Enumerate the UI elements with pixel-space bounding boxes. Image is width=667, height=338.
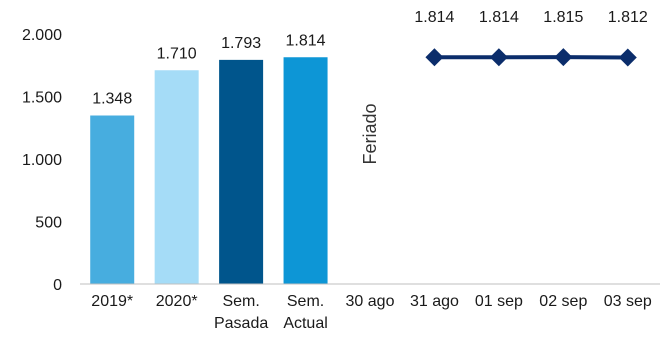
x-tick-label: Actual bbox=[283, 315, 327, 332]
line-data-labels: 1.814 1.814 1.815 1.812 bbox=[414, 9, 647, 26]
x-tick-label: Sem. bbox=[222, 293, 259, 310]
bar-data-label: 1.348 bbox=[92, 91, 132, 108]
line-point-marker bbox=[554, 48, 573, 67]
annotations: Feriado bbox=[360, 103, 380, 164]
line-data-label: 1.814 bbox=[479, 9, 519, 26]
bar-data-label: 1.793 bbox=[221, 35, 261, 52]
annotation-label: Feriado bbox=[360, 103, 380, 164]
line-point-marker bbox=[425, 48, 444, 67]
x-axis-ticks: 2019* 2020* Sem. Pasada Sem. Actual 30 ago 31 a… bbox=[91, 293, 652, 332]
y-tick-label: 500 bbox=[35, 215, 62, 232]
line-point-marker bbox=[489, 48, 508, 67]
line-data-label: 1.812 bbox=[608, 9, 648, 26]
x-tick-label: 31 ago bbox=[410, 293, 459, 310]
y-tick-label: 1.500 bbox=[22, 90, 62, 107]
x-tick-label: 02 sep bbox=[539, 293, 587, 310]
y-tick-label: 2.000 bbox=[22, 27, 62, 44]
x-tick-label: 03 sep bbox=[604, 293, 652, 310]
line-data-label: 1.815 bbox=[543, 9, 583, 26]
bar bbox=[154, 70, 199, 284]
line-series bbox=[425, 48, 637, 67]
line-point-marker bbox=[618, 48, 637, 67]
x-tick-label: 30 ago bbox=[346, 293, 395, 310]
x-tick-label: 2020* bbox=[156, 293, 198, 310]
y-axis-ticks: 0 500 1.000 1.500 2.000 bbox=[22, 27, 62, 294]
bar bbox=[283, 57, 328, 284]
bar bbox=[90, 115, 135, 284]
x-tick-label: 2019* bbox=[91, 293, 133, 310]
x-tick-label: Sem. bbox=[287, 293, 324, 310]
bar-data-labels: 1.348 1.710 1.793 1.814 bbox=[92, 32, 325, 107]
x-tick-label: 01 sep bbox=[475, 293, 523, 310]
bar-data-label: 1.814 bbox=[286, 32, 326, 49]
x-tick-label: Pasada bbox=[214, 315, 268, 332]
line-data-label: 1.814 bbox=[414, 9, 454, 26]
bar-series bbox=[90, 57, 328, 284]
y-tick-label: 0 bbox=[53, 277, 62, 294]
bar bbox=[219, 59, 264, 284]
y-tick-label: 1.000 bbox=[22, 152, 62, 169]
bar-data-label: 1.710 bbox=[157, 45, 197, 62]
